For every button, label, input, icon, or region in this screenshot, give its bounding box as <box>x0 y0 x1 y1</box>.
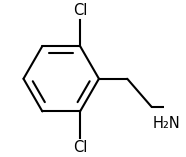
Text: Cl: Cl <box>73 140 87 154</box>
Text: H₂N: H₂N <box>153 116 180 131</box>
Text: Cl: Cl <box>73 3 87 18</box>
